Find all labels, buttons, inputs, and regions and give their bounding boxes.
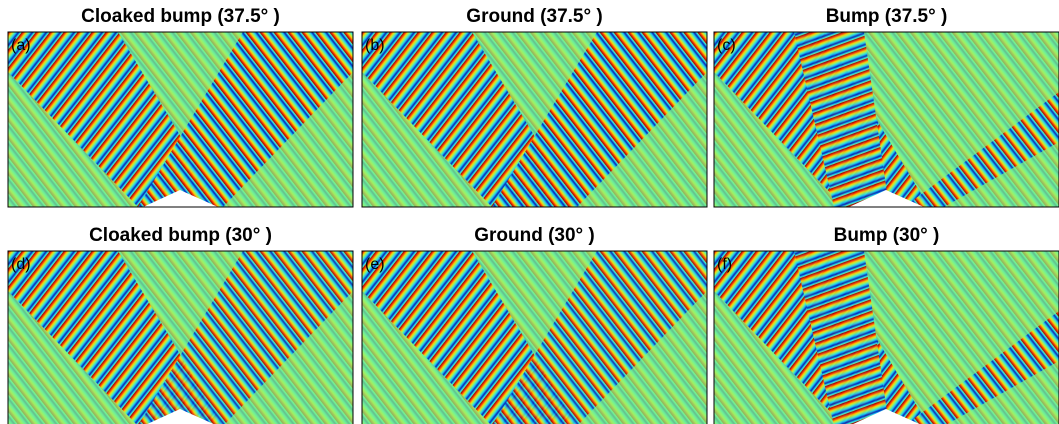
panel-label: (c) (717, 37, 736, 54)
panel-title: Cloaked bump (37.5° ) (81, 6, 280, 27)
panel-title: Bump (30° ) (834, 225, 940, 246)
panel-label: (e) (365, 256, 385, 273)
field (362, 251, 707, 424)
field (8, 32, 353, 207)
field-plot: (f) (714, 251, 1059, 424)
field (714, 251, 1059, 424)
field (362, 32, 707, 207)
field-plot: (a) (8, 32, 353, 207)
field-plot: (b) (362, 32, 707, 207)
field (8, 251, 353, 424)
field-plot: (e) (362, 251, 707, 424)
panel-title: Ground (30° ) (474, 225, 595, 246)
panel-label: (a) (11, 37, 31, 54)
figure: Cloaked bump (37.5° ) (a) Ground (37.5° ) (… (0, 0, 1059, 424)
panel-title: Ground (37.5° ) (466, 6, 602, 27)
field-plot: (c) (714, 32, 1059, 207)
panel-title: Bump (37.5° ) (826, 6, 948, 27)
field-plot: (d) (8, 251, 353, 424)
panel-label: (d) (11, 256, 31, 273)
panel-label: (b) (365, 37, 385, 54)
panel-label: (f) (717, 256, 732, 273)
field (714, 32, 1059, 207)
panel-title: Cloaked bump (30° ) (89, 225, 272, 246)
